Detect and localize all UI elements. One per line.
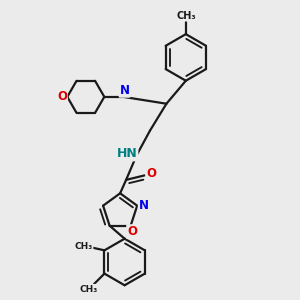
Text: CH₃: CH₃ [176, 11, 196, 21]
Text: CH₃: CH₃ [74, 242, 93, 251]
Text: O: O [127, 225, 137, 238]
Text: O: O [146, 167, 156, 180]
Text: CH₃: CH₃ [80, 285, 98, 294]
Text: HN: HN [117, 147, 137, 161]
Text: N: N [120, 84, 130, 97]
Text: N: N [139, 199, 149, 212]
Text: O: O [57, 90, 67, 103]
